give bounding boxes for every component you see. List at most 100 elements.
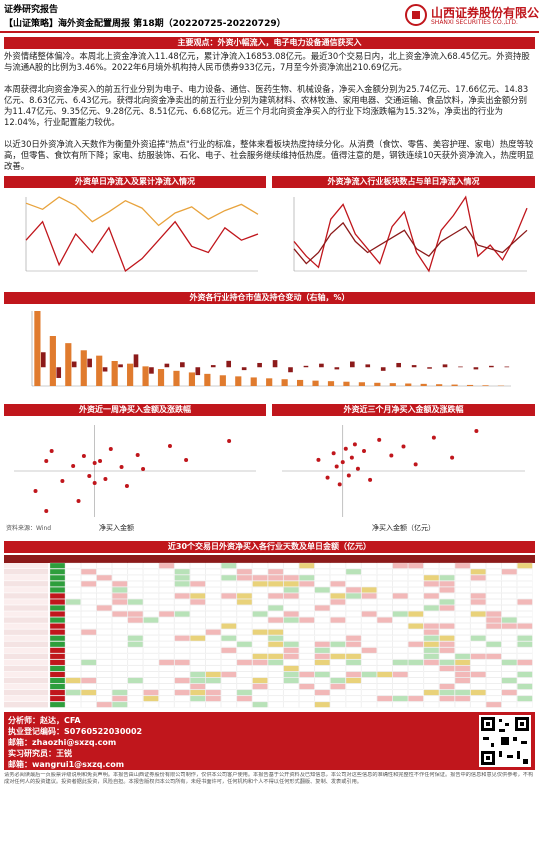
heatmap-cell <box>174 605 190 611</box>
heatmap-cell <box>49 562 66 569</box>
heatmap-cell <box>377 659 393 666</box>
heatmap-cell <box>49 647 66 654</box>
heatmap-cell <box>158 593 175 599</box>
heatmap-cell <box>501 695 517 702</box>
heatmap-cell <box>252 659 268 666</box>
heatmap-cell <box>517 568 533 575</box>
heatmap-row-label-cell <box>4 695 48 702</box>
heatmap-cell <box>408 677 424 684</box>
heatmap-cell <box>236 653 253 660</box>
heatmap-cell <box>267 695 284 702</box>
heatmap-cell <box>408 605 424 611</box>
heatmap-cell <box>392 647 408 654</box>
heatmap-cell <box>81 574 97 581</box>
heatmap-cell <box>143 677 159 684</box>
heatmap-cell <box>158 665 175 672</box>
heatmap-cell <box>236 623 253 630</box>
bar-value <box>281 379 288 386</box>
heatmap-cell <box>221 623 237 630</box>
heatmap-cell <box>252 574 268 581</box>
heatmap-cell <box>283 647 299 654</box>
heatmap-cell <box>221 689 237 696</box>
heatmap-cell <box>236 641 253 648</box>
heatmap-cell <box>236 617 253 623</box>
heatmap-cell <box>377 677 393 684</box>
bar-value <box>204 373 211 386</box>
heatmap-cell <box>158 653 175 660</box>
heatmap-cell <box>112 599 128 605</box>
heatmap-cell <box>486 677 502 684</box>
heatmap-cell <box>439 611 455 617</box>
heatmap-cell <box>81 641 97 648</box>
heatmap-cell <box>112 593 128 599</box>
heatmap-cell <box>283 562 299 569</box>
heatmap-row-label-cell <box>4 701 48 708</box>
heatmap-cell <box>174 659 190 666</box>
heatmap-cell <box>392 635 408 642</box>
analyst-email[interactable]: 邮箱：zhaozhi@sxzq.com <box>8 738 117 747</box>
heatmap-cell <box>299 701 315 708</box>
heatmap-cell <box>299 683 315 690</box>
heatmap-cell <box>330 574 346 581</box>
heatmap-cell <box>517 683 533 690</box>
heatmap-cell <box>190 641 206 648</box>
heatmap-cell <box>174 647 190 654</box>
heatmap-cell <box>143 617 159 623</box>
heatmap-cell <box>314 701 331 708</box>
heatmap-cell <box>174 671 190 678</box>
bar-value <box>466 384 474 386</box>
heatmap-cell <box>267 683 284 690</box>
heatmap-cell <box>190 659 206 666</box>
heatmap-cell <box>190 689 206 696</box>
heatmap-cell <box>392 653 408 660</box>
heatmap-cell <box>174 580 190 587</box>
bar-change <box>489 365 494 368</box>
heatmap-cell <box>299 562 315 569</box>
heatmap-cell <box>205 671 221 678</box>
heatmap-cell <box>158 617 175 623</box>
heatmap-cell <box>81 677 97 684</box>
heatmap-cell <box>345 683 362 690</box>
heatmap-cell <box>486 605 502 611</box>
heatmap-cell <box>283 629 299 636</box>
heatmap-cell <box>299 623 315 630</box>
heatmap-cell <box>454 665 471 672</box>
heatmap-cell <box>96 617 112 623</box>
heatmap-cell <box>96 599 112 605</box>
contact-email[interactable]: 邮箱：wangrui1@sxzq.com <box>8 760 125 769</box>
heatmap-cell <box>423 635 440 642</box>
heatmap-cell <box>361 671 377 678</box>
heatmap-row-label-cell <box>4 635 48 641</box>
heatmap-cell <box>158 695 175 702</box>
heatmap-cell <box>439 629 455 636</box>
heatmap-cell <box>392 574 408 581</box>
heatmap-cell <box>392 629 408 636</box>
heatmap-cell <box>81 647 97 654</box>
heatmap-cell <box>377 587 393 593</box>
heatmap-cell <box>454 647 471 654</box>
heatmap-cell <box>221 568 237 575</box>
heatmap-cell <box>486 562 502 569</box>
heatmap-cell <box>112 671 128 678</box>
heatmap-cell <box>283 641 299 648</box>
heatmap-cell <box>470 568 486 575</box>
heatmap-cell <box>361 580 377 587</box>
heatmap-header-row <box>4 555 535 563</box>
heatmap-cell <box>65 659 81 666</box>
heatmap-cell <box>65 671 81 678</box>
heatmap-cell <box>345 562 362 569</box>
heatmap-cell <box>174 665 190 672</box>
heatmap-cell <box>96 659 112 666</box>
bar-change <box>303 365 309 368</box>
heatmap-cell <box>112 641 128 648</box>
heatmap-cell <box>330 605 346 611</box>
heatmap-cell <box>236 701 253 708</box>
heatmap-cell <box>423 593 440 599</box>
heatmap-cell <box>236 562 253 569</box>
heatmap-cell <box>96 665 112 672</box>
heatmap-cell <box>423 562 440 569</box>
heatmap-cell <box>501 647 517 654</box>
heatmap-cell <box>96 587 112 593</box>
heatmap-cell <box>330 617 346 623</box>
heatmap-cell <box>112 677 128 684</box>
